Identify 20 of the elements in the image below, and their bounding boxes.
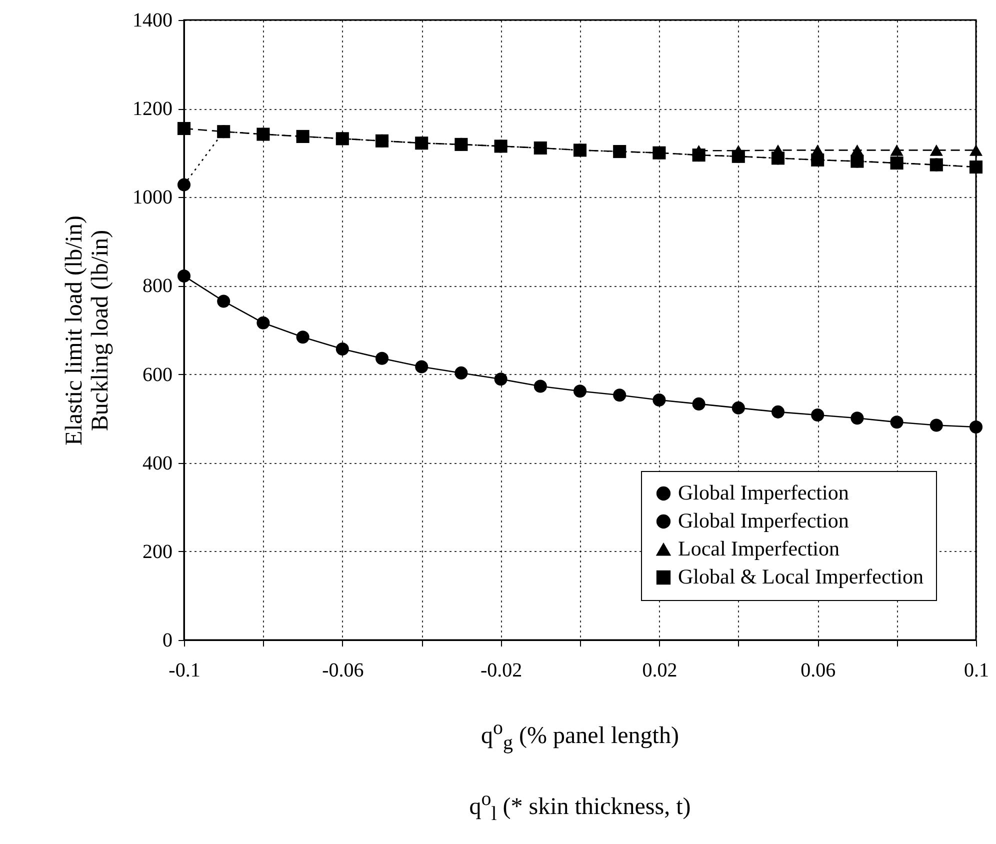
legend-label: Local Imperfection bbox=[678, 536, 840, 560]
legend-label: Global Imperfection bbox=[678, 508, 850, 532]
x-tick-label: 0.02 bbox=[642, 660, 678, 682]
y-tick-label: 0 bbox=[162, 630, 172, 652]
x-tick-label: -0.1 bbox=[168, 660, 200, 682]
y-tick-label: 1400 bbox=[132, 10, 172, 32]
y-tick-label: 1000 bbox=[132, 186, 172, 209]
y-tick-label: 200 bbox=[142, 540, 172, 563]
x-tick-label: 0.1 bbox=[964, 660, 989, 682]
text: q$^{o}$$_{g}$ (% panel length) q$^{o}$$_{l}$ (* skin thickness, t) bbox=[469, 717, 691, 825]
y-axis-title: Elastic limit load (lb/in) Buckling load (lb/in) bbox=[62, 216, 114, 446]
y-tick-label: 400 bbox=[142, 452, 172, 474]
y-tick-label: 1200 bbox=[132, 98, 172, 120]
legend-label: Global Imperfection bbox=[678, 480, 850, 504]
x-tick-label: -0.06 bbox=[322, 660, 364, 682]
y-tick-label: 600 bbox=[142, 364, 172, 386]
x-tick-label: 0.06 bbox=[800, 660, 836, 682]
y-tick-label: 800 bbox=[142, 275, 172, 298]
legend-label: Global & Local Imperfection bbox=[678, 564, 924, 588]
x-tick-label: -0.02 bbox=[480, 660, 522, 682]
